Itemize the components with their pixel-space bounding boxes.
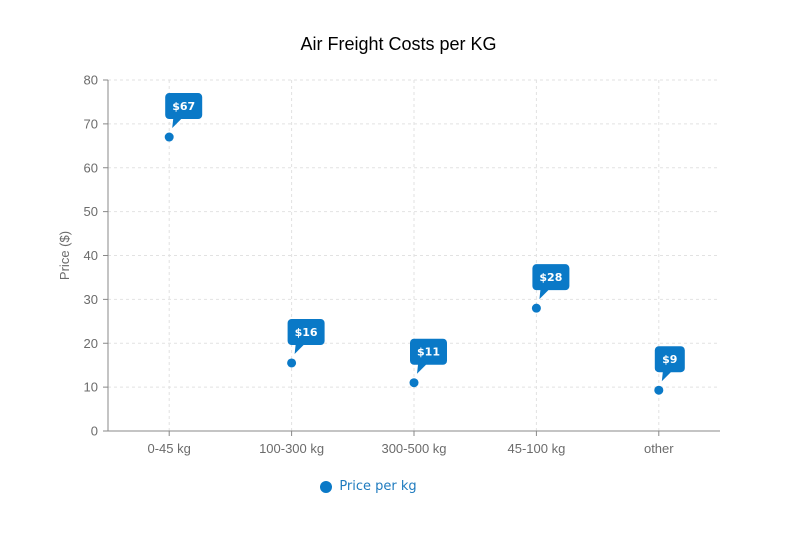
x-tick-label: 100-300 kg: [259, 441, 324, 456]
data-point: [409, 378, 419, 388]
data-label: $9: [662, 353, 677, 366]
data-point: [654, 385, 664, 395]
data-point: [531, 303, 541, 313]
y-tick-label: 30: [84, 292, 98, 307]
y-tick-label: 60: [84, 160, 98, 175]
data-label-bubble: [410, 338, 447, 374]
chart-title: Air Freight Costs per KG: [300, 34, 497, 54]
x-tick-label: 300-500 kg: [381, 441, 446, 456]
data-label-bubble: [287, 318, 325, 354]
data-label: $16: [295, 326, 318, 339]
data-label: $67: [172, 100, 195, 113]
data-point: [164, 132, 174, 142]
y-tick-label: 50: [84, 204, 98, 219]
x-tick-label: 45-100 kg: [507, 441, 565, 456]
y-tick-label: 0: [91, 424, 98, 439]
y-tick-label: 80: [84, 73, 98, 88]
x-tick-label: other: [644, 441, 674, 456]
x-tick-label: 0-45 kg: [148, 441, 191, 456]
legend-label: Price per kg: [339, 479, 417, 494]
y-tick-label: 20: [84, 336, 98, 351]
legend: Price per kg: [0, 479, 797, 498]
legend-marker-icon: [320, 480, 333, 493]
data-point: [287, 358, 297, 368]
y-axis-title: Price ($): [57, 231, 72, 280]
y-tick-label: 10: [84, 380, 98, 395]
data-label-bubble: [654, 346, 685, 382]
data-label: $11: [417, 346, 440, 359]
data-label: $28: [539, 271, 562, 284]
legend-item[interactable]: Price per kg: [320, 479, 417, 494]
y-tick-label: 40: [84, 248, 98, 263]
data-label-bubble: [165, 93, 203, 129]
y-tick-label: 70: [84, 116, 98, 131]
data-label-bubble: [532, 264, 570, 300]
